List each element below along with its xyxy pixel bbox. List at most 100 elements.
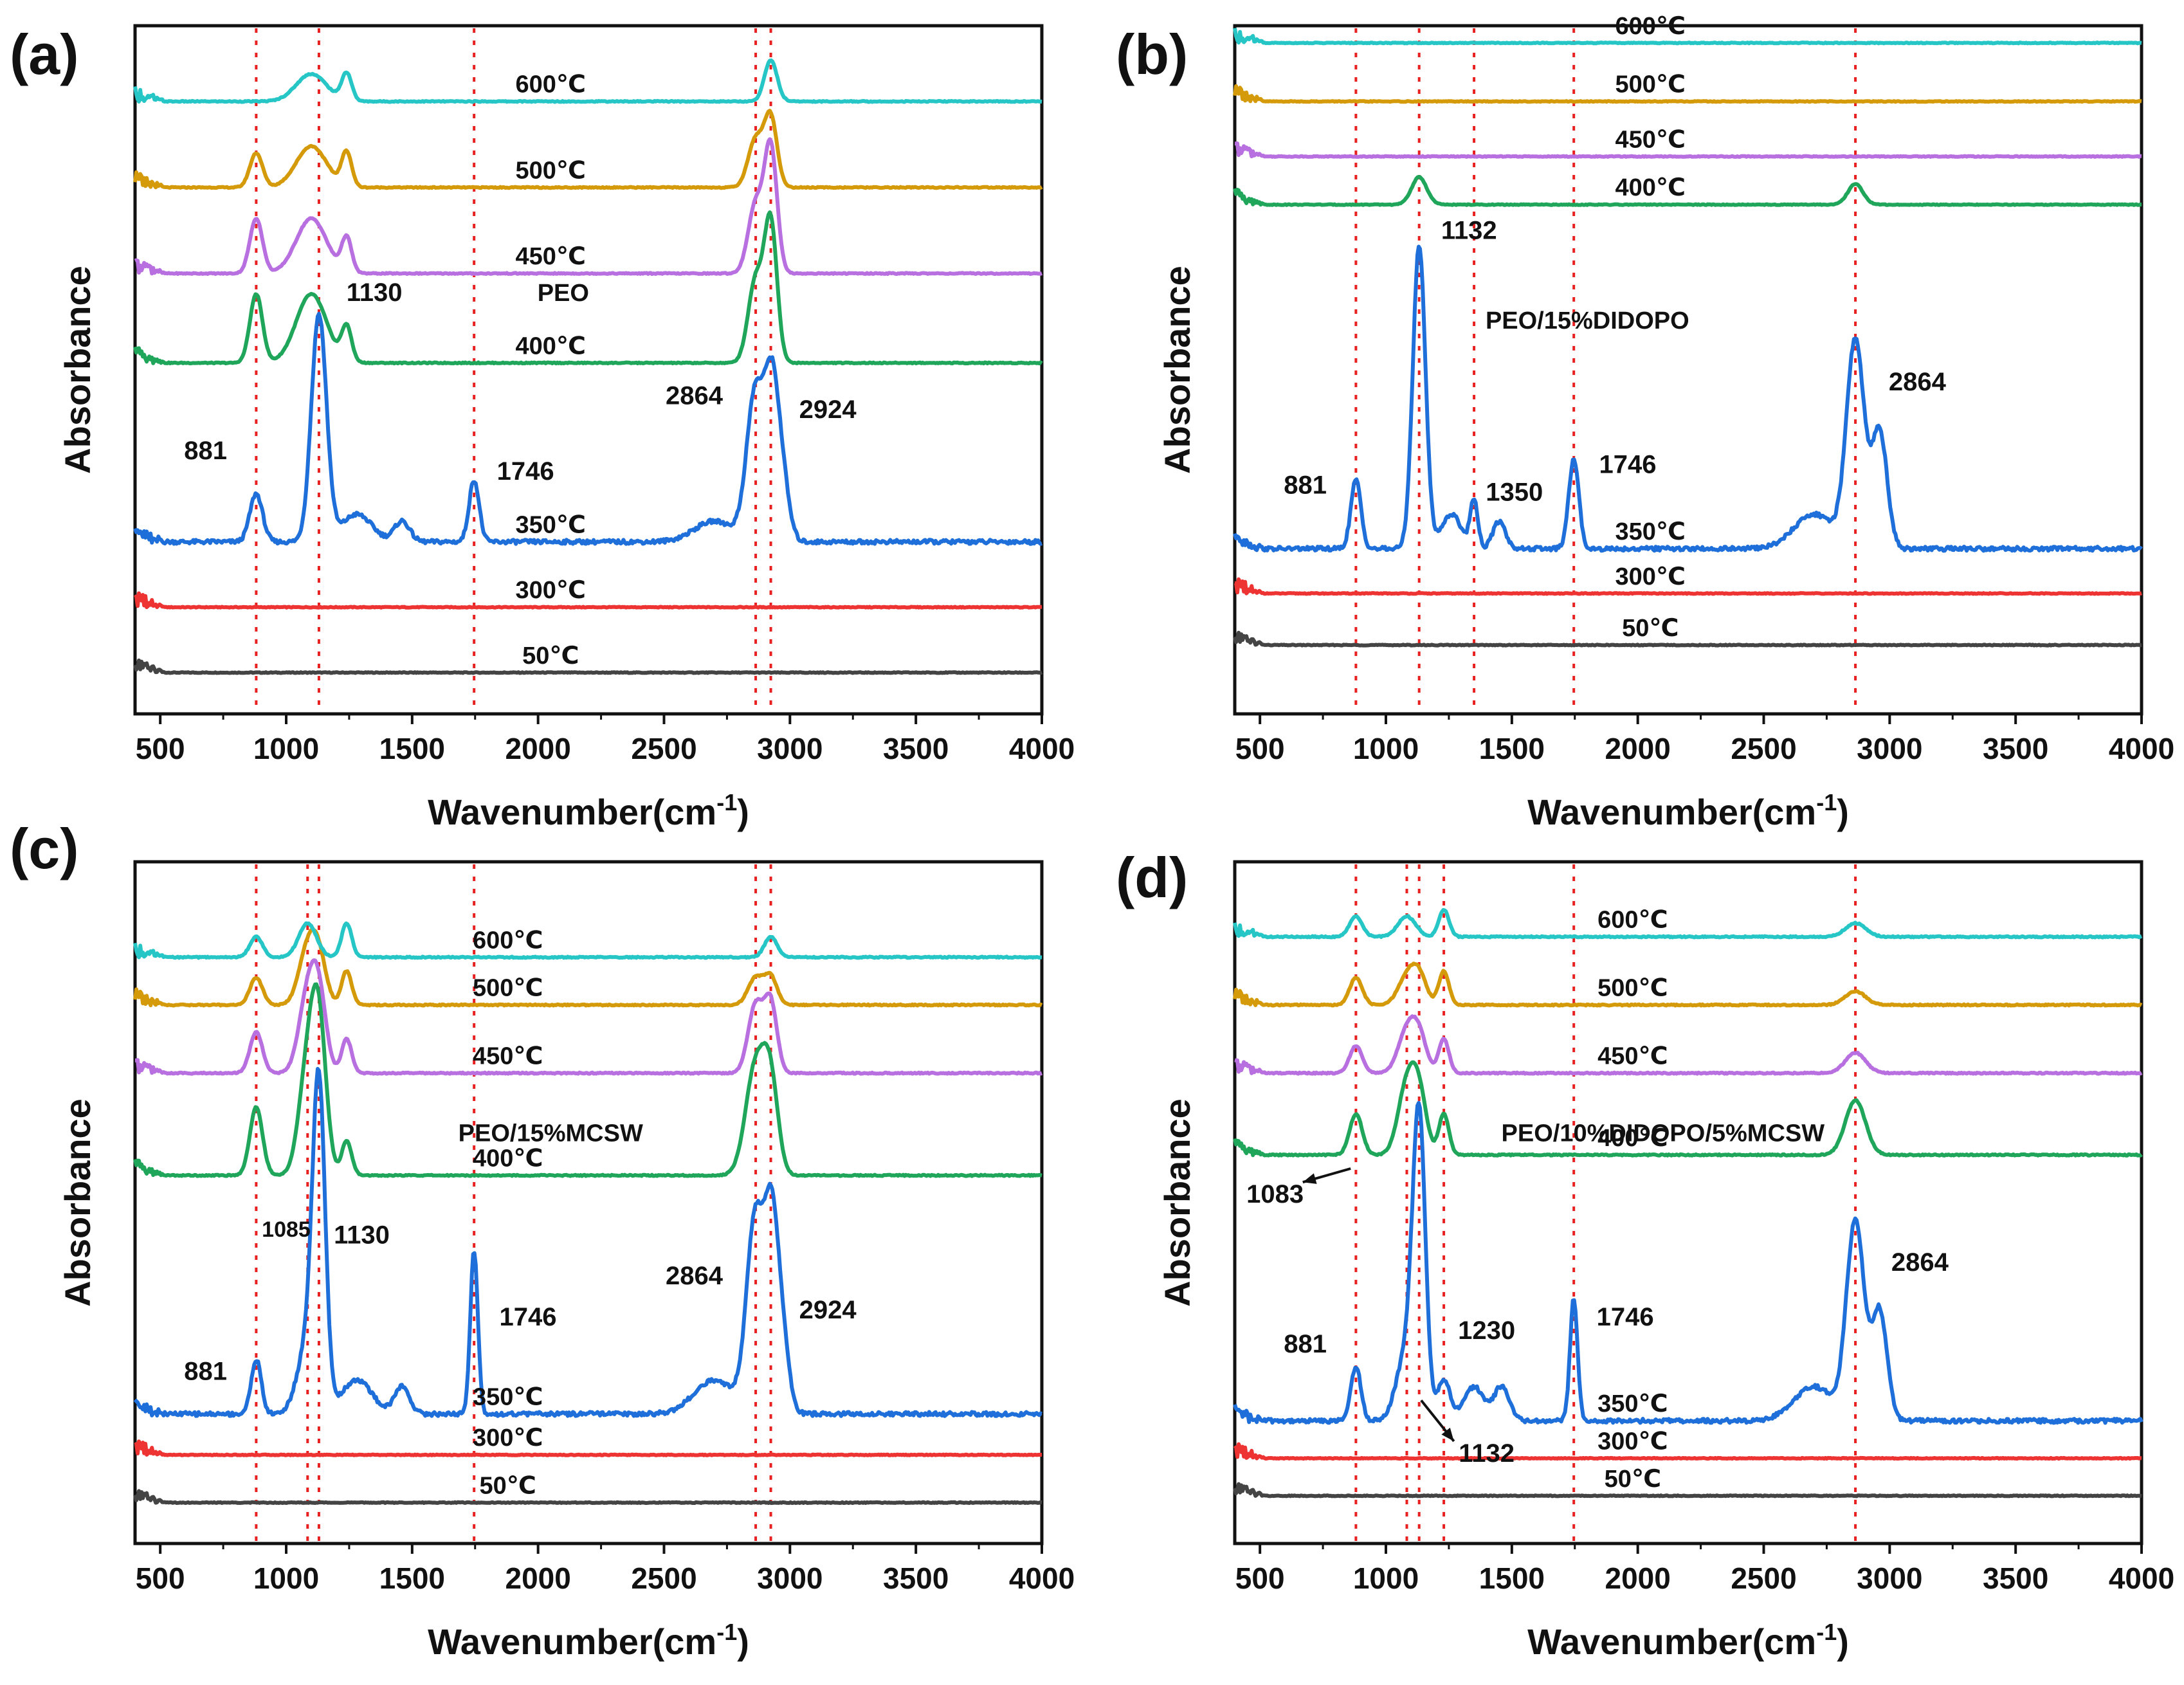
spectrum-500c	[133, 109, 1043, 190]
spectrum-400c	[1233, 1060, 2143, 1158]
plot-frame	[133, 24, 1044, 716]
spectrum-600c	[1233, 28, 2142, 46]
spectrum-50c	[133, 1489, 1042, 1505]
x-axis-label-end: )	[1837, 1621, 1849, 1662]
x-tick-label: 3000	[757, 1562, 823, 1595]
x-tick-label: 2000	[505, 1562, 570, 1595]
peak-annotation: 881	[1284, 471, 1327, 500]
series-label: 350℃	[1615, 518, 1686, 545]
spectrum-400c	[1233, 175, 2142, 207]
spectrum-450c	[134, 137, 1042, 276]
x-tick-label: 2000	[505, 732, 570, 765]
series-label: 400℃	[1597, 1125, 1668, 1152]
x-tick-label: 1000	[253, 732, 319, 765]
panel-label: (c)	[10, 817, 79, 880]
series-label: 600℃	[1615, 13, 1686, 40]
spectrum-400c	[133, 210, 1043, 366]
peak-annotation: 1130	[347, 278, 403, 307]
spectrum-500c	[1233, 84, 2142, 104]
spectrum-450c	[1234, 1014, 2143, 1076]
peak-annotation: 1083	[1246, 1180, 1304, 1208]
x-axis-label: Wavenumber(cm-1)	[1527, 789, 1849, 832]
series-label: 300℃	[1615, 563, 1686, 590]
x-tick-label: 1500	[379, 732, 445, 765]
sample-label: PEO/15%DIDOPO	[1486, 307, 1689, 334]
spectrum-600c	[1233, 907, 2142, 940]
plot-frame	[133, 860, 1044, 1545]
series-label: 500℃	[473, 975, 543, 1002]
panel-c: (c) 50℃ 300℃ 350℃ 400℃ 450℃ 500℃ 600℃ PEO/15%MCS…	[10, 817, 1075, 1662]
x-tick-label: 1000	[253, 1562, 319, 1595]
x-tick-label: 500	[136, 732, 185, 765]
x-axis-label-end: )	[1837, 792, 1849, 832]
x-tick-label: 1500	[1479, 732, 1545, 765]
x-tick-label: 3500	[883, 1562, 949, 1595]
spectrum-600c	[133, 58, 1042, 104]
x-axis-label-end: )	[737, 1621, 749, 1662]
peak-annotation: 2864	[1889, 368, 1947, 396]
series-label: 400℃	[473, 1145, 543, 1172]
spectrum-350c	[1233, 244, 2143, 553]
sample-label: PEO/10%DIDOPO/5%MCSW	[1502, 1120, 1825, 1147]
series-label: 350℃	[473, 1384, 543, 1411]
x-axis-label: Wavenumber(cm-1)	[428, 789, 749, 832]
x-tick-label: 1500	[379, 1562, 445, 1595]
series-label: 350℃	[1597, 1390, 1668, 1417]
spectrum-350c	[1233, 1100, 2143, 1425]
sample-label: PEO/15%MCSW	[459, 1120, 643, 1147]
series-label: 50℃	[480, 1472, 536, 1499]
peak-annotation: 1085	[262, 1217, 311, 1242]
panel-label: (d)	[1116, 846, 1188, 909]
x-axis-label-sup: -1	[1816, 1619, 1837, 1645]
x-tick-label: 1000	[1353, 732, 1419, 765]
x-axis-label: Wavenumber(cm-1)	[428, 1619, 749, 1662]
peak-annotation: 1230	[1458, 1316, 1515, 1345]
spectrum-350c	[133, 311, 1042, 546]
spectrum-50c	[1233, 630, 2142, 648]
x-tick-label: 4000	[2109, 732, 2174, 765]
series-label: 450℃	[473, 1043, 543, 1070]
peak-annotation: 1132	[1459, 1439, 1515, 1468]
y-axis-label: Absorbance	[57, 266, 98, 474]
spectrum-450c	[1234, 141, 2142, 159]
spectrum-300c	[134, 1439, 1042, 1457]
x-tick-label: 2500	[1731, 1562, 1796, 1595]
peak-annotation: 2864	[666, 382, 723, 410]
peak-annotation: 1130	[334, 1221, 390, 1250]
x-tick-label: 500	[136, 1562, 185, 1595]
x-tick-label: 2000	[1605, 1562, 1670, 1595]
spectrum-350c	[133, 1067, 1042, 1418]
x-tick-label: 1000	[1353, 1562, 1419, 1595]
peak-annotation: 1746	[500, 1303, 557, 1331]
x-axis-label-main: Wavenumber(cm	[428, 1621, 716, 1662]
spectrum-450c	[134, 958, 1042, 1076]
series-label: 50℃	[522, 642, 579, 669]
panel-label: (b)	[1116, 23, 1188, 86]
spectrum-500c	[1233, 961, 2143, 1008]
series-label: 600℃	[1597, 907, 1668, 934]
x-axis-label-sup: -1	[1816, 789, 1837, 815]
x-tick-label: 3500	[1983, 1562, 2048, 1595]
series-label: 50℃	[1605, 1466, 1661, 1493]
x-tick-label: 500	[1235, 1562, 1285, 1595]
peak-annotation: 881	[184, 437, 227, 465]
sample-label: PEO	[538, 280, 589, 307]
spectrum-300c	[1234, 577, 2142, 596]
x-axis-label-end: )	[737, 792, 749, 832]
x-tick-label: 3000	[1857, 732, 1922, 765]
peak-annotation: 1132	[1441, 217, 1497, 245]
x-tick-label: 2500	[631, 732, 696, 765]
series-label: 450℃	[1597, 1043, 1668, 1070]
x-tick-label: 4000	[1009, 732, 1075, 765]
annotation-arrowhead	[1302, 1173, 1317, 1184]
x-tick-label: 3500	[883, 732, 949, 765]
series-label: 300℃	[516, 577, 586, 604]
x-axis-label-sup: -1	[716, 1619, 737, 1645]
y-axis-label: Absorbance	[1157, 266, 1197, 474]
series-label: 500℃	[1615, 71, 1686, 98]
spectrum-300c	[1233, 1442, 2142, 1461]
series-label: 500℃	[1597, 975, 1668, 1002]
series-label: 300℃	[1597, 1428, 1668, 1455]
peak-annotation: 1746	[1597, 1303, 1654, 1331]
x-tick-label: 3500	[1983, 732, 2048, 765]
